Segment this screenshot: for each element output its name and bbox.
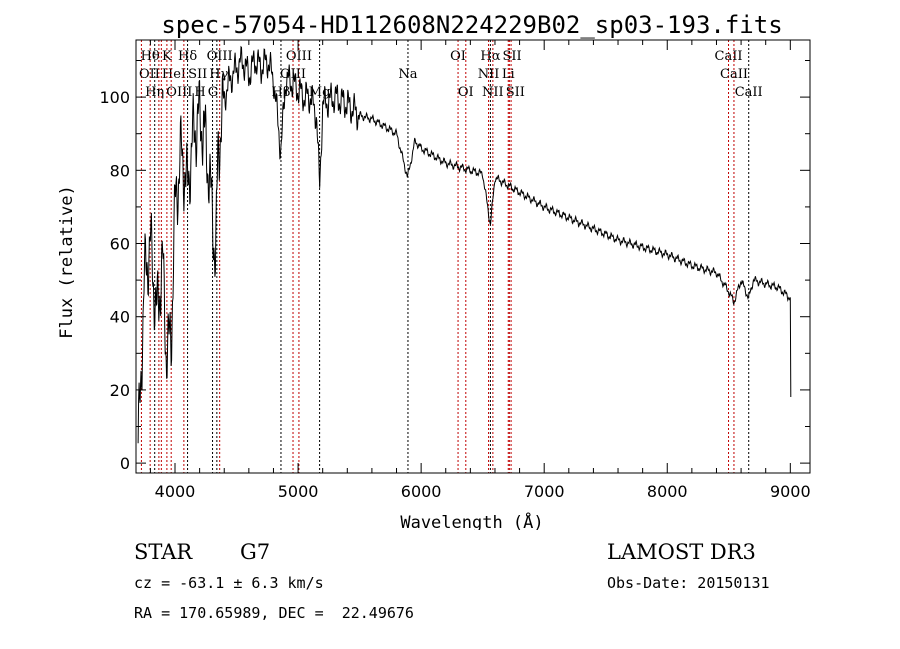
chart-title: spec-57054-HD112608N224229B02_sp03-193.f… [161,11,782,39]
x-tick-label: 9000 [770,482,811,501]
spectrum-chart: spec-57054-HD112608N224229B02_sp03-193.f… [57,11,811,533]
line-marker-label: Na [398,67,417,82]
line-marker-label: SII [506,85,525,100]
line-marker-label: Hδ [178,49,197,64]
line-marker-label: OIII [286,49,312,64]
y-tick-label: 60 [110,235,130,254]
obs-date: Obs-Date: 20150131 [607,574,770,592]
y-tick-label: 20 [110,381,130,400]
x-tick-label: 4000 [155,482,196,501]
line-marker-label: OI [450,49,466,64]
line-marker-label: CaII [720,67,748,82]
line-marker-label: Hγ [209,67,228,82]
y-tick-label: 100 [99,88,130,107]
line-marker-label: Hη [145,85,164,100]
survey-name: LAMOST DR3 [607,540,756,564]
line-marker-label: Hθ [141,49,160,64]
object-subclass: G7 [240,540,271,564]
line-marker-label: SII [188,67,207,82]
line-marker-label: CaII [735,85,763,100]
x-tick-label: 5000 [278,482,319,501]
axis-ticks: 4000 5000 6000 7000 8000 9000 0 20 40 60 80 100 [99,40,811,501]
line-marker-label: Hα [480,49,500,64]
plot-frame [135,39,811,474]
line-marker-label: NII [478,67,500,82]
y-axis-label: Flux (relative) [57,185,77,339]
y-tick-label: 0 [120,454,130,473]
y-tick-label: 40 [110,308,130,327]
line-marker-label: HeI [162,67,186,82]
spectrum-series [137,45,792,444]
line-marker-label: OI [458,85,474,100]
x-axis-label: Wavelength (Å) [400,511,543,530]
line-marker-label: OIII [207,49,233,64]
line-marker-label: CaII [715,49,743,64]
x-tick-label: 7000 [524,482,565,501]
line-marker-label: Li [502,67,515,82]
line-marker-label: SII [503,49,522,64]
ra-dec: RA = 170.65989, DEC = 22.49676 [134,604,414,622]
line-marker-label: K [162,49,172,64]
x-tick-label: 8000 [647,482,688,501]
object-class: STAR [134,540,193,564]
line-marker-label: OII [139,67,160,82]
line-marker-label: NII [482,85,504,100]
y-tick-label: 80 [110,161,130,180]
spectrum-line [137,45,792,444]
line-marker-label: G [208,85,218,100]
x-tick-label: 6000 [401,482,442,501]
line-marker-label: OIII [166,85,192,100]
redshift-cz: cz = -63.1 ± 6.3 km/s [134,574,324,592]
